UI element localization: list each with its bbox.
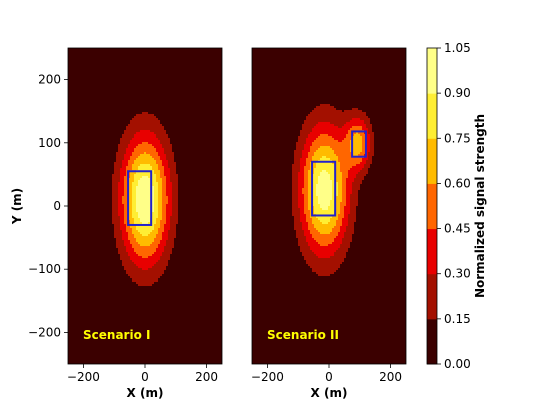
contour-fill (292, 104, 374, 276)
colorbar-tick-label: 1.05 (444, 41, 471, 55)
colorbar-segment (427, 318, 437, 365)
colorbar-tick-label: 0.75 (444, 131, 471, 145)
y-tick-label: 100 (38, 136, 61, 150)
source-rectangle-1 (127, 170, 153, 226)
colorbar-segment (427, 273, 437, 320)
colorbar-segment (427, 48, 437, 94)
panel-scenario-1: −200 0 200 −200 −100 0 100 200 X (m) Y (m) Scenari… (10, 47, 223, 400)
colorbar-tick-label: 0.60 (444, 176, 471, 190)
y-tick-label: 200 (38, 73, 61, 87)
contour-fill (112, 112, 178, 286)
colorbar-tick-label: 0.30 (444, 267, 471, 281)
scenario-annotation: Scenario II (267, 328, 339, 342)
x-tick-label: −200 (251, 370, 284, 384)
x-axis-label: X (m) (127, 386, 164, 400)
colorbar-segment (427, 138, 437, 184)
colorbar-tick-label: 0.45 (444, 222, 471, 236)
colorbar-tick-label: 0.90 (444, 86, 471, 100)
x-tick-label: 200 (379, 370, 402, 384)
panel-scenario-2: −200 0 200 X (m) Scenario II (251, 47, 407, 400)
colorbar-label: Normalized signal strength (473, 114, 487, 298)
colorbar: 0.00 0.15 0.30 0.45 0.60 0.75 0.90 1.05 Normaliz… (426, 41, 487, 371)
y-axis-label: Y (m) (10, 188, 24, 225)
scenario-annotation: Scenario I (83, 328, 150, 342)
y-tick-label: −200 (28, 325, 61, 339)
colorbar-segment (427, 228, 437, 275)
x-axis-label: X (m) (311, 386, 348, 400)
x-tick-label: 0 (325, 370, 333, 384)
x-tick-label: 200 (195, 370, 218, 384)
x-tick-label: −200 (67, 370, 100, 384)
colorbar-tick-label: 0.15 (444, 312, 471, 326)
y-tick-label: 0 (53, 199, 61, 213)
colorbar-tick-label: 0.00 (444, 357, 471, 371)
colorbar-segment (427, 183, 437, 230)
source-rectangle-2 (351, 130, 367, 158)
y-tick-label: −100 (28, 262, 61, 276)
colorbar-frame (426, 47, 438, 365)
x-tick-label: 0 (141, 370, 149, 384)
source-rectangle-1 (311, 160, 337, 217)
colorbar-segment (427, 93, 437, 139)
